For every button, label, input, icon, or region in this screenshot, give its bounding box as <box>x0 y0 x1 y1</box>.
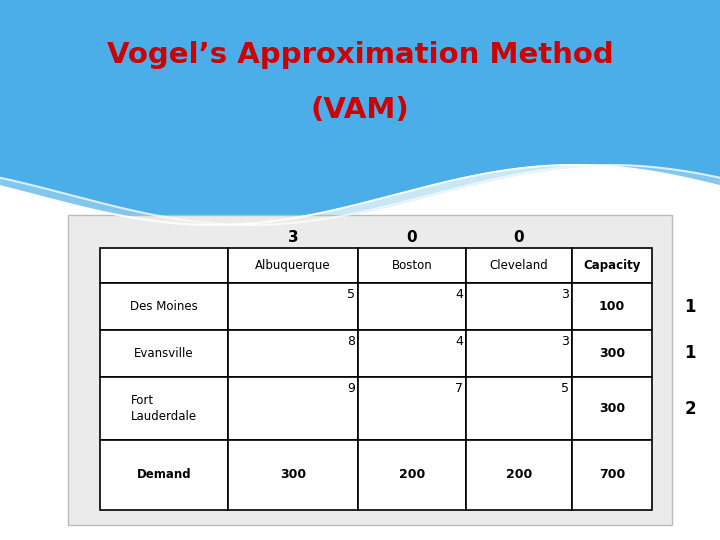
Text: 4: 4 <box>455 288 463 301</box>
Text: Evansville: Evansville <box>134 347 194 360</box>
Text: Vogel’s Approximation Method: Vogel’s Approximation Method <box>107 41 613 69</box>
Text: Fort
Lauderdale: Fort Lauderdale <box>131 395 197 422</box>
Text: 300: 300 <box>280 469 306 482</box>
Text: 200: 200 <box>399 469 425 482</box>
Text: 9: 9 <box>347 382 355 395</box>
Text: 7: 7 <box>455 382 463 395</box>
Text: 1: 1 <box>0 539 1 540</box>
Bar <box>572 283 652 330</box>
Text: 700: 700 <box>599 469 625 482</box>
Text: (VAM): (VAM) <box>310 96 410 124</box>
Text: 1: 1 <box>684 345 696 362</box>
Text: 4: 4 <box>455 335 463 348</box>
Text: 300: 300 <box>599 347 625 360</box>
Bar <box>358 248 466 283</box>
Bar <box>100 440 228 510</box>
Text: Demand: Demand <box>137 469 192 482</box>
Bar <box>100 330 228 377</box>
Bar <box>68 215 672 525</box>
Text: 300: 300 <box>599 402 625 415</box>
Bar <box>228 377 358 440</box>
Bar <box>358 377 466 440</box>
Bar <box>466 248 572 283</box>
Text: 3: 3 <box>561 288 569 301</box>
Text: Cleveland: Cleveland <box>490 259 549 272</box>
Bar <box>466 330 572 377</box>
Bar <box>228 248 358 283</box>
Bar <box>466 283 572 330</box>
Text: 3: 3 <box>288 231 298 246</box>
Bar <box>466 440 572 510</box>
Bar <box>466 377 572 440</box>
Text: 1: 1 <box>0 539 1 540</box>
Text: Albuquerque: Albuquerque <box>255 259 330 272</box>
Bar <box>358 283 466 330</box>
Bar <box>100 248 228 283</box>
Bar <box>228 440 358 510</box>
Text: 8: 8 <box>347 335 355 348</box>
Text: 1: 1 <box>684 298 696 315</box>
Text: 2: 2 <box>684 400 696 417</box>
Bar <box>100 283 228 330</box>
Bar <box>228 330 358 377</box>
Bar <box>358 440 466 510</box>
Bar <box>100 377 228 440</box>
Bar <box>358 330 466 377</box>
Text: Des Moines: Des Moines <box>130 300 198 313</box>
Text: 5: 5 <box>347 288 355 301</box>
Text: Boston: Boston <box>392 259 433 272</box>
Bar <box>572 377 652 440</box>
Bar <box>228 283 358 330</box>
Text: 100: 100 <box>599 300 625 313</box>
Text: 0: 0 <box>513 231 524 246</box>
Text: 2: 2 <box>0 539 1 540</box>
Text: 0: 0 <box>407 231 418 246</box>
Text: 200: 200 <box>506 469 532 482</box>
Text: Capacity: Capacity <box>583 259 641 272</box>
Text: 3: 3 <box>561 335 569 348</box>
Text: 5: 5 <box>561 382 569 395</box>
Bar <box>572 248 652 283</box>
Bar <box>572 440 652 510</box>
Bar <box>572 330 652 377</box>
